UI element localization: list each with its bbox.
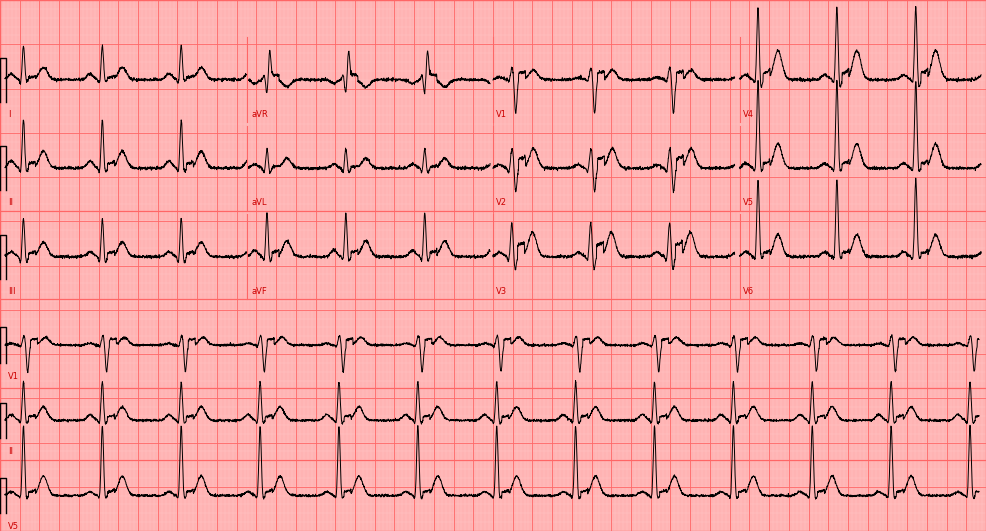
Text: aVF: aVF	[251, 287, 267, 296]
Text: V6: V6	[742, 287, 753, 296]
Text: V5: V5	[8, 522, 19, 531]
Text: V4: V4	[742, 110, 753, 119]
Text: II: II	[8, 198, 13, 207]
Text: V3: V3	[496, 287, 507, 296]
Text: I: I	[8, 110, 11, 119]
Text: V2: V2	[496, 198, 507, 207]
Text: II: II	[8, 447, 13, 456]
Text: III: III	[8, 287, 16, 296]
Text: V1: V1	[8, 372, 19, 381]
Text: V5: V5	[742, 198, 753, 207]
Text: V1: V1	[496, 110, 507, 119]
Text: aVL: aVL	[251, 198, 267, 207]
Text: aVR: aVR	[251, 110, 268, 119]
